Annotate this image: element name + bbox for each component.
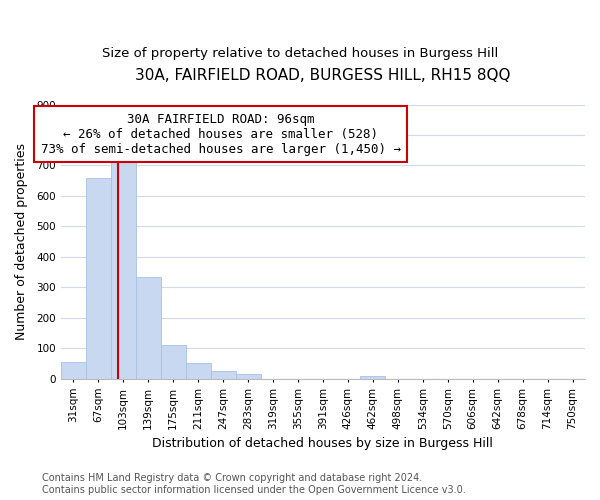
Text: Contains HM Land Registry data © Crown copyright and database right 2024.
Contai: Contains HM Land Registry data © Crown c…	[42, 474, 466, 495]
Bar	[136, 277, 161, 379]
Bar	[236, 374, 260, 379]
Bar	[111, 150, 136, 379]
Bar	[161, 346, 185, 379]
Title: 30A, FAIRFIELD ROAD, BURGESS HILL, RH15 8QQ: 30A, FAIRFIELD ROAD, BURGESS HILL, RH15 …	[135, 68, 511, 82]
Y-axis label: Number of detached properties: Number of detached properties	[15, 143, 28, 340]
X-axis label: Distribution of detached houses by size in Burgess Hill: Distribution of detached houses by size …	[152, 437, 493, 450]
Bar	[185, 363, 211, 379]
Text: Size of property relative to detached houses in Burgess Hill: Size of property relative to detached ho…	[102, 48, 498, 60]
Bar	[61, 362, 86, 379]
Bar	[86, 178, 111, 379]
Bar	[211, 370, 236, 379]
Bar	[361, 376, 385, 379]
Text: 30A FAIRFIELD ROAD: 96sqm
← 26% of detached houses are smaller (528)
73% of semi: 30A FAIRFIELD ROAD: 96sqm ← 26% of detac…	[41, 112, 401, 156]
